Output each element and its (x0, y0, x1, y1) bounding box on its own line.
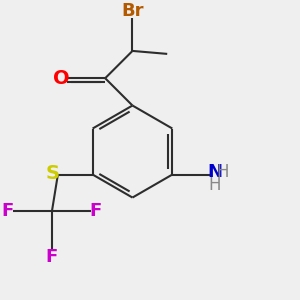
Text: H: H (216, 163, 229, 181)
Text: H: H (209, 176, 221, 194)
Text: S: S (46, 164, 59, 183)
Text: N: N (208, 163, 223, 181)
Text: F: F (2, 202, 14, 220)
Text: O: O (53, 69, 70, 88)
Text: F: F (90, 202, 102, 220)
Text: F: F (46, 248, 58, 266)
Text: Br: Br (121, 2, 144, 20)
